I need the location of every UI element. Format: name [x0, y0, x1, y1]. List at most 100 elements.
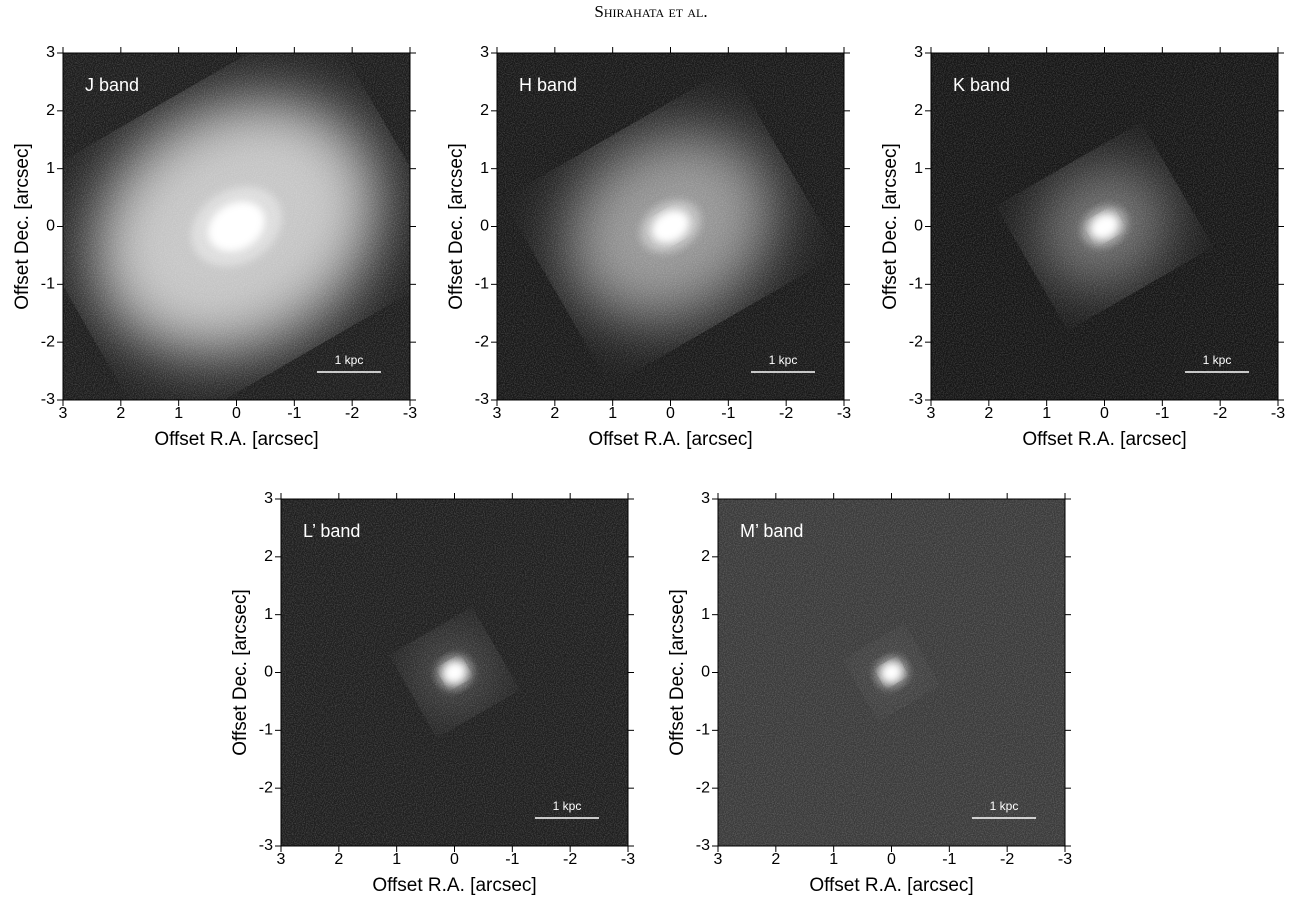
y-axis-label: Offset Dec. [arcsec] [446, 143, 467, 309]
y-axis-label: Offset Dec. [arcsec] [667, 589, 688, 755]
scale-label: 1 kpc [553, 799, 582, 813]
band-label: J band [85, 75, 139, 95]
x-tick-label: -1 [287, 405, 301, 422]
image-noise [718, 499, 1065, 846]
scale-label: 1 kpc [990, 799, 1019, 813]
x-tick-label: -1 [721, 405, 735, 422]
x-tick-label: 0 [232, 405, 241, 422]
image-noise [931, 53, 1278, 400]
x-tick-label: 2 [334, 851, 343, 868]
y-tick-label: 1 [914, 160, 923, 177]
y-tick-label: 2 [480, 102, 489, 119]
y-tick-label: 2 [701, 548, 710, 565]
x-tick-label: 3 [714, 851, 723, 868]
y-tick-label: -1 [259, 722, 273, 739]
y-tick-label: -3 [259, 837, 273, 854]
panel: J band 1 kpc 3 2 1 0 -1 -2 -3 -3 -2 -1 0 1 2 3 Offset R.… [12, 44, 426, 450]
image [718, 499, 1065, 846]
x-tick-label: 2 [771, 851, 780, 868]
x-axis-label: Offset R.A. [arcsec] [809, 875, 973, 896]
x-tick-label: 0 [666, 405, 675, 422]
x-tick-label: -3 [1271, 405, 1285, 422]
scale-label: 1 kpc [1203, 353, 1232, 367]
y-axis-label: Offset Dec. [arcsec] [880, 143, 901, 309]
y-tick-label: 1 [46, 160, 55, 177]
panel: H band 1 kpc 3 2 1 0 -1 -2 -3 -3 -2 -1 0 1 2 3 Offset R.… [446, 44, 851, 450]
x-tick-label: -3 [621, 851, 635, 868]
scale-label: 1 kpc [335, 353, 364, 367]
image-noise [63, 53, 410, 400]
image [47, 48, 427, 406]
x-tick-label: 0 [887, 851, 896, 868]
running-header: Shirahata et al. [594, 2, 707, 21]
x-tick-label: 3 [59, 405, 68, 422]
x-axis-label: Offset R.A. [arcsec] [588, 429, 752, 450]
x-tick-label: -1 [1155, 405, 1169, 422]
y-tick-label: -3 [475, 391, 489, 408]
y-axis-label: Offset Dec. [arcsec] [230, 589, 251, 755]
y-tick-label: -2 [41, 333, 55, 350]
y-tick-label: 1 [701, 606, 710, 623]
y-tick-label: -1 [41, 276, 55, 293]
image-noise [281, 499, 628, 846]
band-label: H band [519, 75, 577, 95]
y-tick-label: -3 [696, 837, 710, 854]
x-tick-label: 3 [493, 405, 502, 422]
x-tick-label: 1 [392, 851, 401, 868]
y-axis-label: Offset Dec. [arcsec] [12, 143, 33, 309]
x-tick-label: 2 [116, 405, 125, 422]
y-tick-label: 2 [914, 102, 923, 119]
x-tick-label: -2 [563, 851, 577, 868]
x-tick-label: 1 [1042, 405, 1051, 422]
x-tick-label: -2 [345, 405, 359, 422]
figure: Shirahata et al. J band 1 kpc 3 2 1 0 -1 -2 -3 -3… [0, 0, 1303, 903]
band-label: L’ band [303, 521, 360, 541]
y-tick-label: 3 [46, 44, 55, 61]
x-axis-label: Offset R.A. [arcsec] [154, 429, 318, 450]
x-tick-label: -2 [779, 405, 793, 422]
y-tick-label: 0 [914, 218, 923, 235]
x-tick-label: -3 [837, 405, 851, 422]
x-tick-label: -1 [942, 851, 956, 868]
y-tick-label: 1 [264, 606, 273, 623]
y-tick-label: 0 [701, 664, 710, 681]
scale-label: 1 kpc [769, 353, 798, 367]
x-tick-label: -2 [1000, 851, 1014, 868]
x-tick-label: -3 [1058, 851, 1072, 868]
x-tick-label: 1 [829, 851, 838, 868]
y-tick-label: 0 [264, 664, 273, 681]
x-tick-label: 0 [450, 851, 459, 868]
image [281, 499, 628, 846]
y-tick-label: -1 [475, 276, 489, 293]
y-tick-label: 0 [46, 218, 55, 235]
y-tick-label: -2 [696, 779, 710, 796]
y-tick-label: -3 [41, 391, 55, 408]
x-tick-label: 2 [984, 405, 993, 422]
y-tick-label: 3 [480, 44, 489, 61]
y-tick-label: 3 [914, 44, 923, 61]
y-tick-label: 0 [480, 218, 489, 235]
x-axis-label: Offset R.A. [arcsec] [372, 875, 536, 896]
y-tick-label: 1 [480, 160, 489, 177]
x-tick-label: 2 [550, 405, 559, 422]
x-axis-label: Offset R.A. [arcsec] [1022, 429, 1186, 450]
y-tick-label: 2 [264, 548, 273, 565]
x-tick-label: 3 [927, 405, 936, 422]
band-label: K band [953, 75, 1010, 95]
y-tick-label: -2 [475, 333, 489, 350]
y-tick-label: -2 [259, 779, 273, 796]
y-tick-label: -1 [696, 722, 710, 739]
y-tick-label: -2 [909, 333, 923, 350]
x-tick-label: 1 [608, 405, 617, 422]
x-tick-label: 0 [1100, 405, 1109, 422]
image [931, 53, 1278, 400]
x-tick-label: -2 [1213, 405, 1227, 422]
y-tick-label: -3 [909, 391, 923, 408]
image [497, 53, 844, 400]
x-tick-label: -3 [403, 405, 417, 422]
y-tick-label: 2 [46, 102, 55, 119]
x-tick-label: 1 [174, 405, 183, 422]
